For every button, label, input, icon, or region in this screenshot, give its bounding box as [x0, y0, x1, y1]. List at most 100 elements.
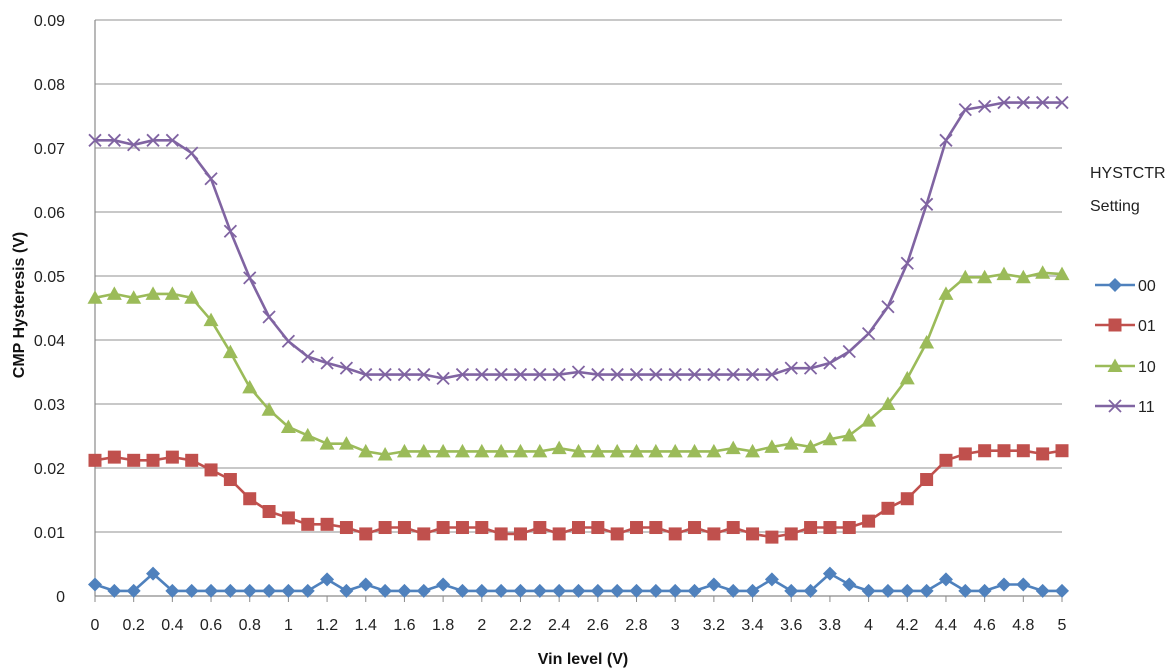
data-point-00 [648, 583, 663, 598]
data-point-11 [533, 367, 547, 382]
data-point-01 [533, 521, 547, 535]
data-point-10 [435, 443, 451, 458]
data-point-10 [87, 290, 103, 304]
data-point-01 [359, 527, 373, 541]
legend-label: 00 [1138, 278, 1156, 295]
x-tick-label: 1 [284, 617, 293, 634]
data-point-11 [610, 367, 624, 382]
data-point-10 [629, 443, 645, 458]
data-point-00 [919, 583, 934, 598]
x-tick-label: 0.6 [200, 617, 222, 634]
data-point-11 [436, 371, 450, 386]
data-point-10 [358, 443, 374, 458]
data-point-11 [281, 334, 296, 348]
data-point-11 [455, 367, 470, 382]
data-point-00 [455, 583, 470, 598]
data-point-01 [784, 527, 798, 541]
x-tick-label: 4.2 [896, 617, 918, 634]
data-point-01 [920, 473, 934, 487]
data-point-00 [784, 583, 799, 598]
x-tick-label: 0.8 [239, 617, 261, 634]
data-point-11 [939, 133, 953, 147]
series-10 [87, 265, 1070, 461]
x-tick-label: 2.8 [625, 617, 647, 634]
data-point-00 [378, 583, 393, 598]
data-point-00 [532, 583, 547, 598]
data-point-11 [765, 367, 779, 382]
y-tick-label: 0.03 [34, 397, 65, 414]
x-tick-label: 3.2 [703, 617, 725, 634]
data-point-00 [610, 583, 625, 598]
data-point-00 [1055, 583, 1069, 598]
data-point-00 [861, 583, 876, 598]
data-point-11 [127, 138, 141, 152]
series-01 [88, 444, 1069, 544]
data-point-10 [957, 269, 973, 284]
data-point-00 [803, 583, 818, 598]
data-point-11 [668, 367, 682, 382]
x-tick-label: 3.8 [819, 617, 841, 634]
data-point-10 [280, 419, 296, 434]
data-point-01 [978, 444, 992, 458]
data-point-01 [378, 521, 392, 535]
data-point-11 [1055, 95, 1069, 110]
data-point-10 [338, 436, 354, 450]
data-point-10 [551, 440, 567, 455]
x-tick-label: 3 [671, 617, 680, 634]
data-point-10 [725, 440, 741, 455]
data-point-00 [339, 583, 354, 598]
data-point-01 [630, 521, 644, 535]
legend-label: 01 [1138, 318, 1156, 335]
data-point-10 [1015, 269, 1031, 284]
series-line-11 [95, 101, 1062, 380]
data-point-01 [958, 447, 972, 461]
legend-label: 10 [1138, 359, 1156, 376]
data-point-10 [145, 286, 161, 300]
legend-items: 00 01 10 11 [1095, 278, 1156, 416]
y-tick-label: 0.09 [34, 13, 65, 30]
x-tick-label: 2 [477, 617, 486, 634]
data-point-10 [164, 286, 180, 300]
data-point-01 [591, 521, 605, 535]
data-point-10 [822, 431, 838, 446]
data-point-10 [454, 443, 470, 458]
data-point-00 [262, 583, 277, 598]
data-point-11 [165, 133, 179, 147]
data-point-01 [1016, 444, 1030, 458]
data-point-01 [301, 517, 315, 531]
data-point-00 [1016, 577, 1031, 592]
x-tick-label: 4.4 [935, 617, 957, 634]
data-point-00 [629, 583, 644, 598]
data-point-11 [204, 172, 218, 186]
data-point-10 [261, 402, 277, 416]
data-point-10 [300, 427, 316, 442]
data-point-00 [494, 583, 509, 598]
data-point-01 [513, 527, 527, 541]
data-point-01 [243, 492, 257, 506]
data-point-11 [803, 361, 818, 375]
data-point-00 [958, 583, 973, 598]
data-point-00 [88, 577, 102, 592]
data-point-00 [242, 583, 257, 598]
x-tick-label: 1.8 [432, 617, 454, 634]
data-point-01 [281, 511, 295, 525]
data-point-01 [842, 521, 856, 535]
data-point-01 [1036, 447, 1050, 461]
data-point-10 [803, 439, 819, 453]
data-point-11 [745, 367, 760, 382]
x-tick-label: 4.8 [1012, 617, 1034, 634]
data-point-11 [1016, 95, 1030, 110]
legend-title-line2: Setting [1090, 198, 1140, 215]
data-point-11 [919, 197, 934, 211]
x-tick-label: 2.6 [587, 617, 609, 634]
data-point-00 [745, 583, 760, 598]
data-point-10 [977, 269, 993, 284]
series-layer [87, 95, 1070, 598]
x-tick-label: 3.6 [780, 617, 802, 634]
data-point-10 [106, 286, 122, 300]
data-point-11 [494, 367, 508, 382]
data-point-01 [804, 521, 818, 535]
series-00 [88, 566, 1069, 598]
data-point-11 [591, 367, 605, 382]
data-point-11 [997, 95, 1011, 110]
